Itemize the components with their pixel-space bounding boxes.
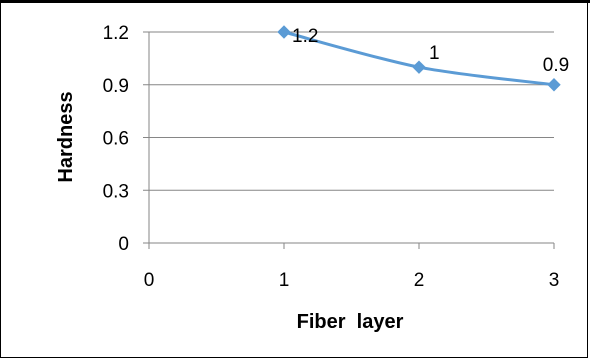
series-line	[283, 30, 555, 87]
y-tick-labels: 0 0.3 0.6 0.9 1.2	[103, 23, 129, 255]
x-tick-label: 0	[144, 270, 155, 291]
top-border	[0, 0, 590, 3]
data-labels: 1.2 1 0.9	[292, 26, 569, 76]
x-tick-labels: 0 1 2 3	[144, 270, 560, 291]
y-tick-label: 1.2	[103, 23, 129, 44]
y-tick-label: 0.6	[103, 129, 129, 150]
x-tick-label: 1	[279, 270, 290, 291]
y-tick-label: 0.3	[103, 181, 129, 202]
y-tick-label: 0.9	[103, 76, 129, 97]
data-label: 0.9	[543, 55, 569, 76]
x-tick-label: 2	[414, 270, 425, 291]
data-point-marker	[412, 60, 426, 74]
gridlines	[149, 31, 554, 191]
data-label: 1	[429, 43, 440, 64]
y-axis-title: Hardness	[55, 91, 77, 182]
series-layer	[277, 25, 561, 92]
x-tick-label: 3	[549, 270, 560, 291]
data-point-marker	[277, 25, 291, 39]
data-label: 1.2	[292, 26, 318, 47]
x-axis-title: Fiber layer	[297, 311, 404, 333]
axes	[143, 31, 555, 249]
y-tick-label: 0	[118, 234, 129, 255]
data-point-marker	[547, 78, 561, 92]
